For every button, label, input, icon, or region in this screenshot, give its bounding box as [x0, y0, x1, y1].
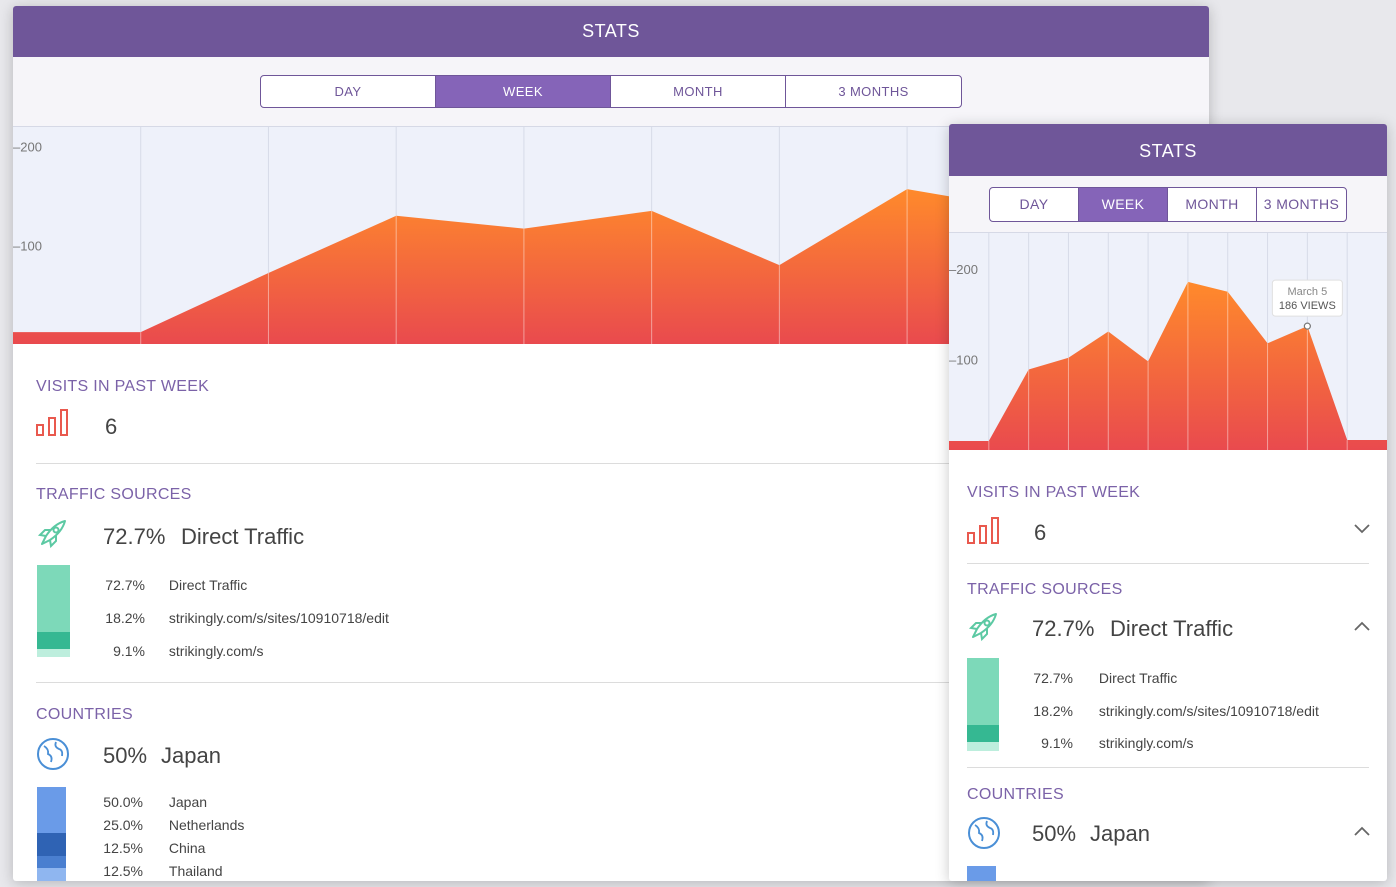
countries-stack-bar	[37, 787, 66, 881]
y-tick-label: –200	[949, 262, 978, 277]
stats-panel-small: STATS DAY WEEK MONTH 3 MONTHS –200 –100 Ma…	[949, 124, 1387, 881]
country-row: 50.0% Japan	[83, 794, 207, 810]
country-pct: 50.0%	[103, 794, 143, 810]
traffic-top-pct: 72.7%	[103, 524, 166, 549]
country-pct: 12.5%	[103, 840, 143, 856]
chevron-up-icon[interactable]	[1353, 824, 1371, 840]
tab-day[interactable]: DAY	[990, 187, 1079, 221]
range-tabs: DAY WEEK MONTH 3 MONTHS	[989, 186, 1347, 222]
y-tick-label: –200	[13, 140, 42, 155]
source-pct: 18.2%	[105, 610, 145, 626]
traffic-title: TRAFFIC SOURCES	[967, 581, 1123, 598]
divider	[967, 563, 1369, 564]
divider	[36, 463, 1209, 464]
traffic-top-label: Direct Traffic	[181, 524, 305, 549]
globe-icon	[967, 816, 1001, 855]
country-pct: 12.5%	[103, 863, 143, 879]
source-pct: 72.7%	[1033, 670, 1073, 686]
rocket-icon	[967, 611, 999, 648]
country-label: Netherlands	[168, 817, 245, 833]
traffic-source-row: 9.1% strikingly.com/s	[1011, 735, 1194, 751]
y-tick-label: –100	[13, 238, 42, 253]
area-series	[13, 189, 1209, 344]
tooltip-box	[1271, 279, 1343, 317]
panel-title: STATS	[1139, 141, 1197, 161]
source-pct: 72.7%	[105, 577, 145, 593]
data-point-marker	[1303, 322, 1311, 330]
source-pct: 9.1%	[113, 643, 145, 659]
tab-month[interactable]: MONTH	[611, 76, 786, 107]
tooltip-views: 186 VIEWS	[1279, 300, 1336, 312]
divider	[36, 682, 1209, 683]
visits-count: 6	[1034, 520, 1047, 545]
source-label: Direct Traffic	[168, 577, 248, 593]
countries-title: COUNTRIES	[36, 706, 133, 723]
country-row: 12.5% China	[83, 840, 205, 856]
traffic-stack-bar	[37, 565, 70, 657]
traffic-source-row: 18.2% strikingly.com/s/sites/10910718/ed…	[1011, 703, 1319, 719]
source-label: strikingly.com/s	[168, 643, 264, 659]
countries-title: COUNTRIES	[967, 786, 1064, 803]
country-row: 12.5% Thailand	[83, 863, 223, 879]
panel-header: STATS	[13, 6, 1209, 57]
source-label: strikingly.com/s/sites/10910718/edit	[168, 610, 389, 626]
chevron-up-icon[interactable]	[1353, 619, 1371, 635]
panel-header: STATS	[949, 124, 1387, 176]
traffic-top-label: Direct Traffic	[1110, 616, 1234, 641]
tab-month[interactable]: MONTH	[1168, 187, 1257, 221]
source-pct: 9.1%	[1041, 735, 1073, 751]
y-tick-label: –100	[949, 353, 978, 368]
views-chart[interactable]: –200 –100 March 5 186 VIEWS	[949, 232, 1387, 450]
bar-chart-icon	[36, 408, 70, 443]
tab-day[interactable]: DAY	[261, 76, 436, 107]
tab-bar: DAY WEEK MONTH 3 MONTHS	[949, 176, 1387, 232]
country-label: China	[168, 840, 206, 856]
traffic-source-row: 72.7% Direct Traffic	[83, 577, 247, 593]
traffic-top-pct: 72.7%	[1032, 616, 1095, 641]
country-pct: 25.0%	[103, 817, 143, 833]
tab-bar: DAY WEEK MONTH 3 MONTHS	[13, 57, 1209, 126]
countries-top-pct: 50%	[1032, 821, 1077, 846]
tooltip-date: March 5	[1287, 286, 1327, 298]
rocket-icon	[36, 518, 68, 555]
traffic-source-row: 72.7% Direct Traffic	[1011, 670, 1177, 686]
countries-top-pct: 50%	[103, 743, 148, 768]
countries-top-label: Japan	[161, 743, 221, 768]
country-row: 25.0% Netherlands	[83, 817, 244, 833]
traffic-source-row: 9.1% strikingly.com/s	[83, 643, 264, 659]
visits-count: 6	[105, 414, 118, 439]
visits-title: VISITS IN PAST WEEK	[36, 378, 210, 395]
source-label: Direct Traffic	[1098, 670, 1178, 686]
views-area-chart[interactable]: –200 –100 March 5 186 VIEWS	[949, 233, 1387, 450]
bar-chart-icon	[967, 516, 1001, 551]
divider	[967, 767, 1369, 768]
countries-stack-bar	[967, 866, 996, 881]
source-pct: 18.2%	[1033, 703, 1073, 719]
traffic-source-row: 18.2% strikingly.com/s/sites/10910718/ed…	[83, 610, 389, 626]
tab-week[interactable]: WEEK	[436, 76, 611, 107]
countries-top-label: Japan	[1090, 821, 1150, 846]
traffic-title: TRAFFIC SOURCES	[36, 486, 192, 503]
visits-title: VISITS IN PAST WEEK	[967, 484, 1141, 501]
globe-icon	[36, 737, 70, 776]
tab-3-months[interactable]: 3 MONTHS	[838, 84, 909, 99]
area-series	[949, 281, 1387, 450]
range-tabs: DAY WEEK MONTH 3 MONTHS	[260, 75, 962, 108]
tab-3-months[interactable]: 3 MONTHS	[1263, 195, 1340, 212]
tab-week[interactable]: WEEK	[1079, 187, 1168, 221]
source-label: strikingly.com/s	[1098, 735, 1194, 751]
traffic-stack-bar	[967, 658, 999, 751]
chevron-down-icon[interactable]	[1353, 522, 1371, 538]
panel-title: STATS	[582, 21, 640, 41]
country-label: Japan	[168, 794, 208, 810]
source-label: strikingly.com/s/sites/10910718/edit	[1098, 703, 1319, 719]
country-label: Thailand	[168, 863, 223, 879]
